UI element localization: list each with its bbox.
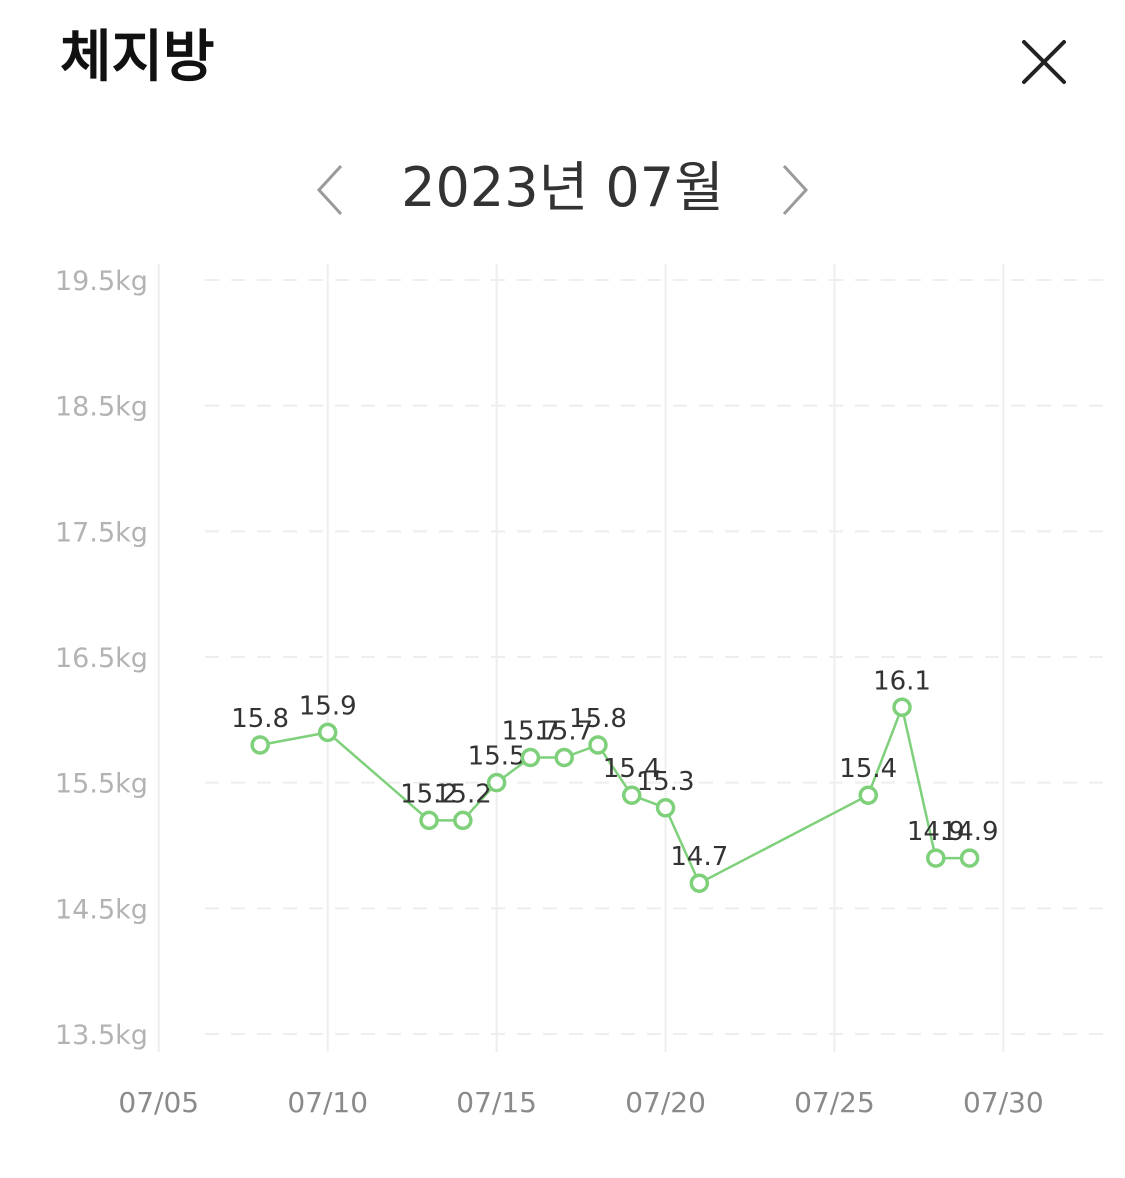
data-point — [655, 798, 676, 818]
prev-month-button[interactable] — [309, 158, 353, 222]
data-label: 15.5 — [468, 742, 526, 772]
close-button[interactable] — [1010, 28, 1078, 96]
x-tick-label: 07/05 — [118, 1086, 199, 1119]
data-point — [554, 747, 574, 768]
data-point — [959, 848, 980, 868]
data-point — [453, 810, 473, 831]
data-point — [317, 722, 338, 743]
close-icon — [1022, 40, 1066, 84]
x-tick-label: 07/25 — [794, 1086, 875, 1119]
data-label: 15.4 — [839, 754, 897, 784]
y-tick-label: 18.5kg — [55, 392, 148, 423]
data-label: 14.9 — [907, 817, 965, 847]
data-label: 14.7 — [670, 842, 728, 872]
data-label: 15.8 — [569, 704, 627, 734]
data-point — [250, 735, 270, 755]
y-tick-label: 19.5kg — [55, 266, 148, 297]
data-point — [419, 810, 439, 831]
x-tick-label: 07/20 — [625, 1086, 706, 1119]
chevron-right-icon — [782, 164, 809, 216]
data-point — [858, 785, 878, 805]
y-tick-label: 14.5kg — [55, 894, 148, 925]
data-point — [926, 848, 946, 868]
data-label: 15.2 — [400, 779, 458, 809]
data-label: 15.4 — [603, 754, 661, 784]
data-point — [588, 735, 608, 755]
data-label: 14.9 — [941, 817, 999, 847]
x-tick-label: 07/30 — [963, 1086, 1044, 1119]
data-label: 15.2 — [434, 779, 492, 809]
y-tick-label: 13.5kg — [55, 1020, 148, 1051]
x-tick-label: 07/10 — [287, 1086, 368, 1119]
y-tick-label: 17.5kg — [55, 517, 148, 548]
x-tick-label: 07/15 — [456, 1086, 537, 1119]
data-point — [689, 873, 710, 893]
data-label: 16.1 — [873, 666, 931, 696]
y-tick-label: 16.5kg — [55, 643, 148, 674]
chevron-left-icon — [316, 164, 343, 216]
data-point — [622, 785, 642, 805]
y-tick-label: 15.5kg — [55, 769, 148, 800]
data-point — [892, 697, 912, 718]
data-label: 15.8 — [231, 704, 289, 734]
data-label: 15.3 — [637, 767, 695, 797]
next-month-button[interactable] — [772, 158, 816, 222]
data-point — [520, 747, 541, 768]
month-label: 2023년 07월 — [401, 156, 724, 219]
data-label: 15.9 — [299, 691, 357, 721]
data-label: 15.7 — [501, 717, 559, 747]
page-title: 체지방 — [60, 25, 215, 90]
data-label: 15.7 — [535, 717, 593, 747]
data-point — [486, 772, 507, 793]
